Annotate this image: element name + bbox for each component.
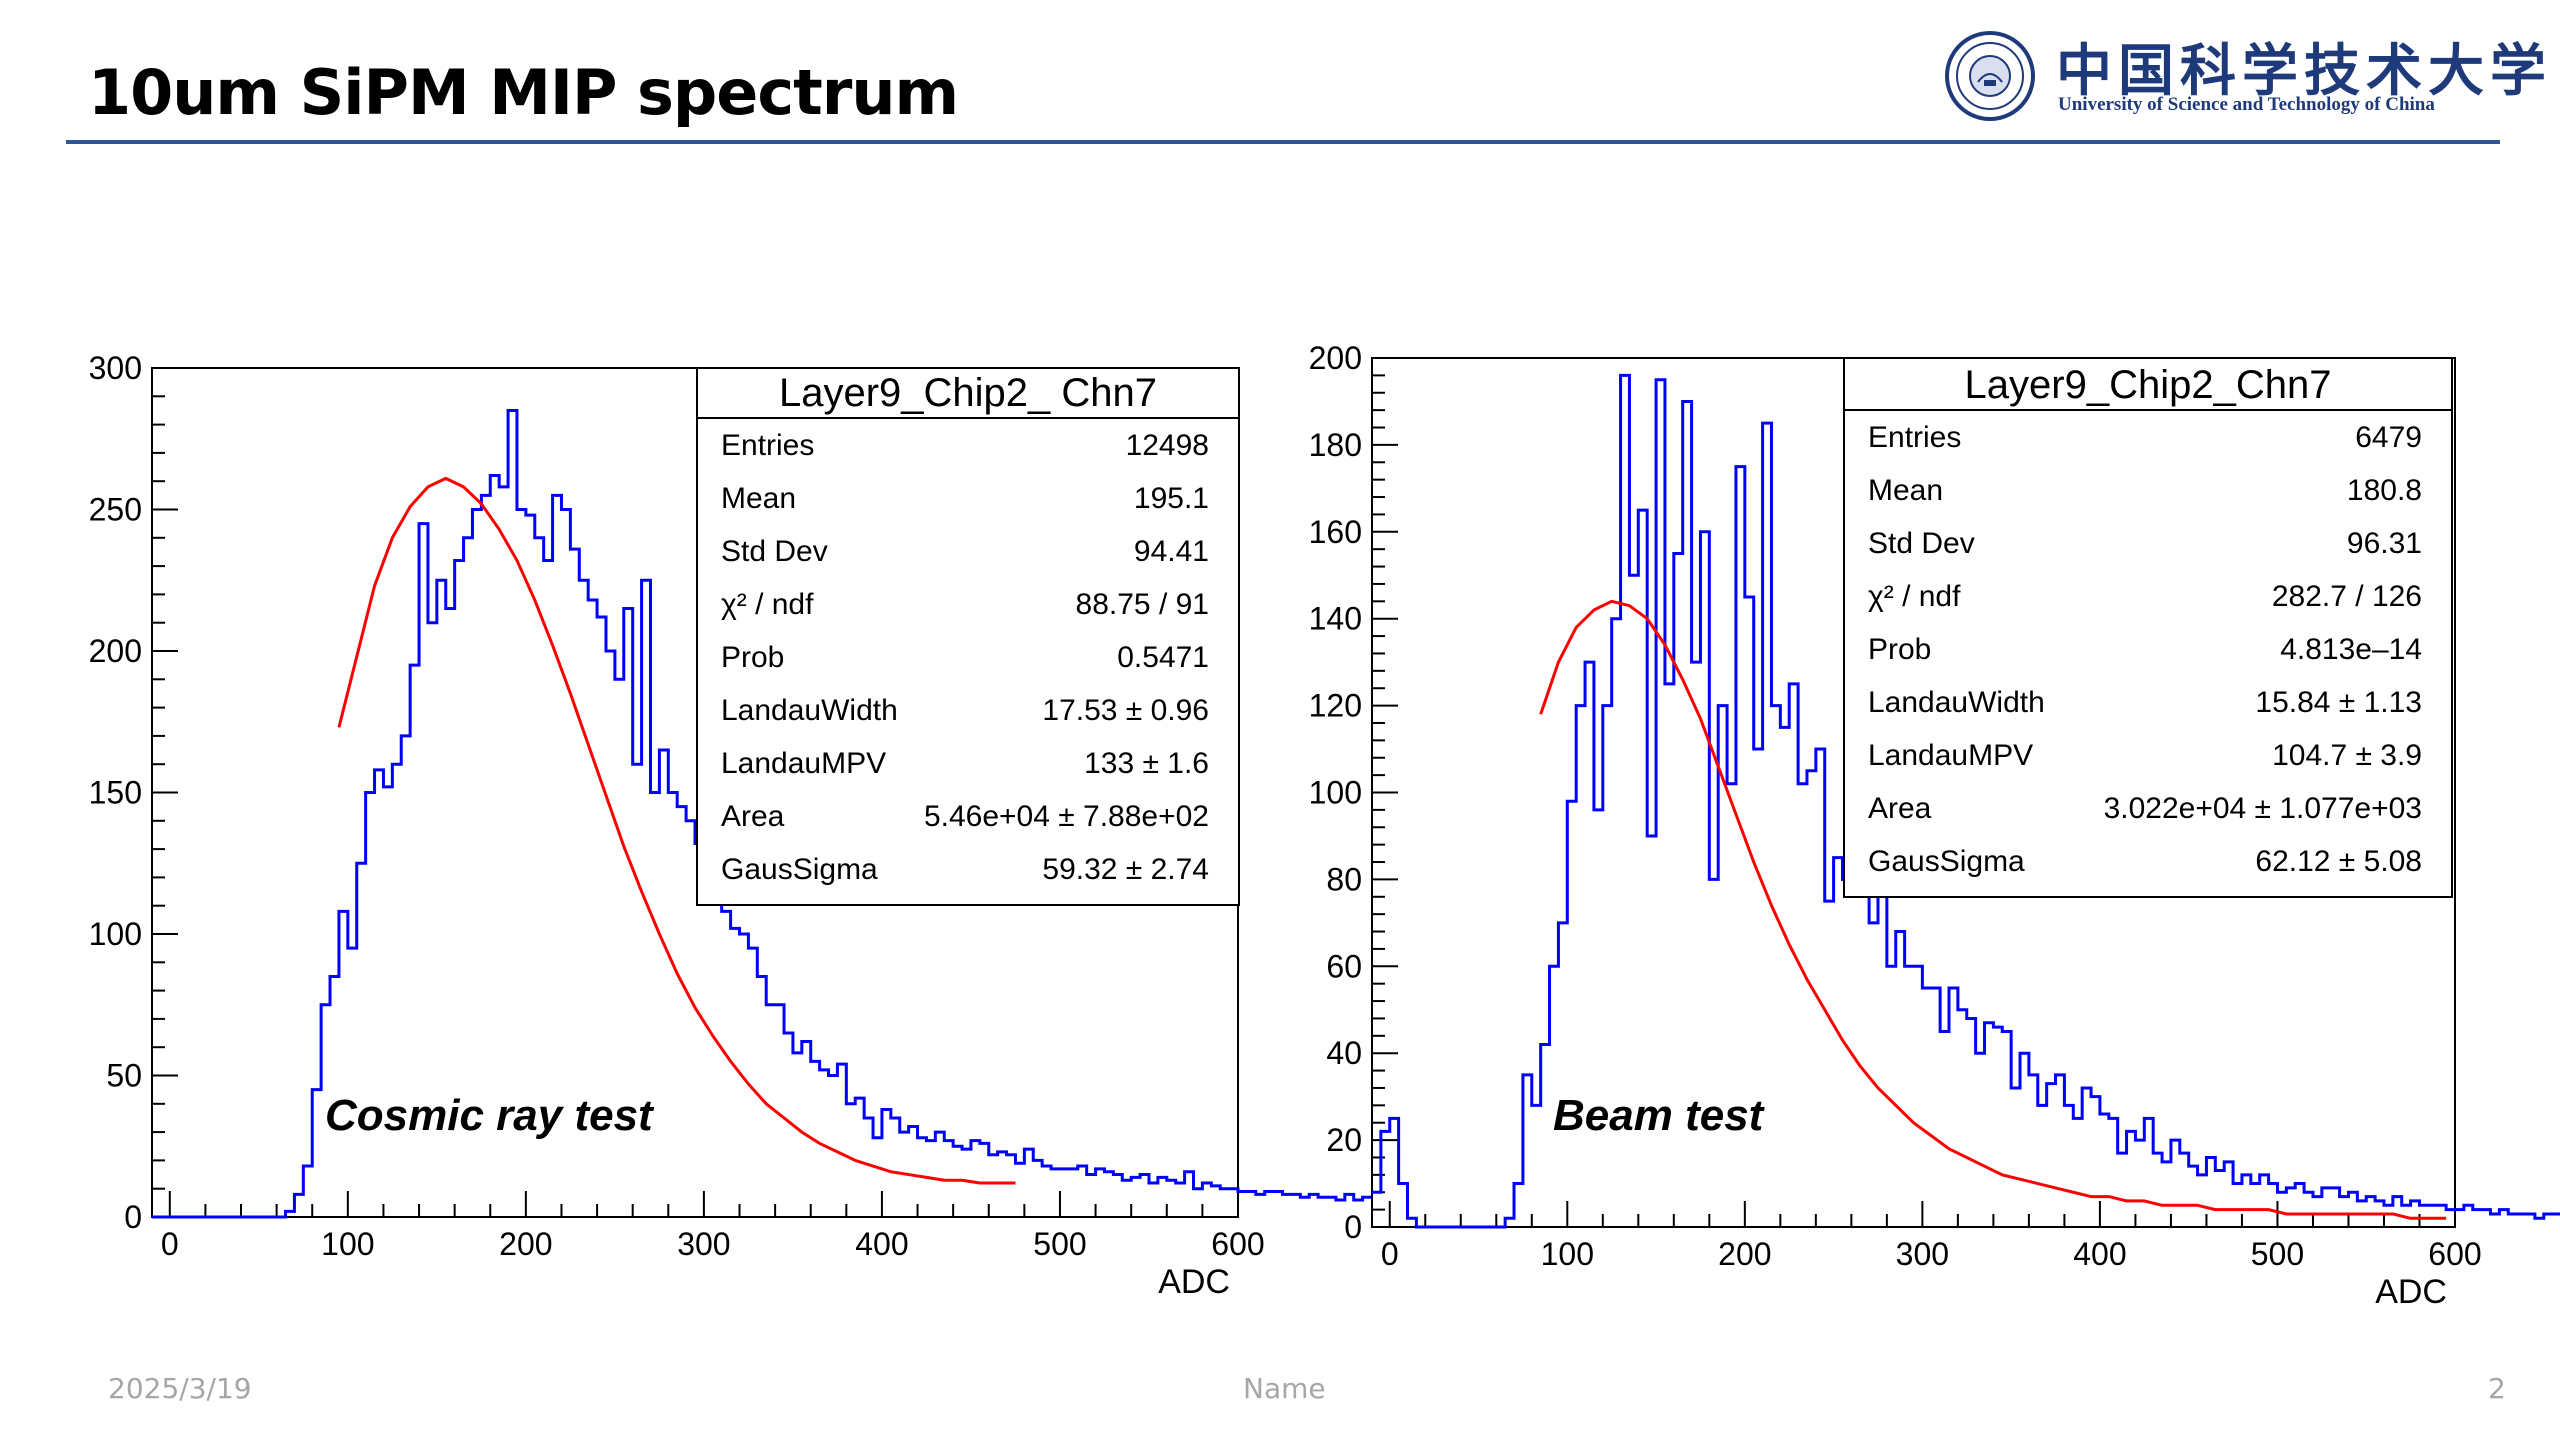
stats-label: LandauWidth [721,694,898,727]
y-tick-label: 60 [1326,948,1362,984]
stats-title: Layer9_Chip2_Chn7 [1965,363,2332,407]
histogram-outline [1372,373,2560,1229]
y-tick-label: 200 [1309,340,1362,376]
x-tick-label: 400 [2073,1236,2126,1272]
x-tick-label: 100 [321,1226,374,1262]
stats-label: χ² / ndf [1868,580,1961,613]
stats-label: Prob [1868,633,1931,666]
x-tick-label: 600 [2428,1236,2481,1272]
stats-value: 15.84 ± 1.13 [2255,686,2422,719]
x-tick-label: 100 [1541,1236,1594,1272]
y-tick-label: 40 [1326,1035,1362,1071]
stats-box [1843,357,2453,898]
stats-label: GausSigma [721,853,878,886]
stats-label: Area [1868,792,1932,825]
x-tick-label: 0 [1381,1236,1399,1272]
chart-annotation: Beam test [1553,1091,1766,1140]
x-tick-label: 500 [2251,1236,2304,1272]
y-tick-label: 50 [106,1058,142,1094]
stats-value: 12498 [1126,429,1209,462]
stats-value: 62.12 ± 5.08 [2255,845,2422,878]
y-tick-label: 100 [1309,775,1362,811]
university-seal-icon [1945,31,2035,121]
stats-value: 94.41 [1134,535,1209,568]
y-tick-label: 250 [89,492,142,528]
x-tick-label: 400 [855,1226,908,1262]
x-tick-label: 500 [1033,1226,1086,1262]
slide-title: 10um SiPM MIP spectrum [88,56,959,129]
stats-value: 5.46e+04 ± 7.88e+02 [924,800,1209,833]
stats-value: 4.813e–14 [2280,633,2422,666]
title-rule [66,140,2500,144]
stats-value: 0.5471 [1117,641,1209,674]
stats-value: 59.32 ± 2.74 [1042,853,1209,886]
x-axis-label: ADC [1158,1263,1230,1301]
stats-label: LandauWidth [1868,686,2045,719]
stats-label: Entries [1868,421,1961,454]
stats-value: 96.31 [2347,527,2422,560]
x-tick-label: 300 [1896,1236,1949,1272]
stats-value: 195.1 [1134,482,1209,515]
y-tick-label: 100 [89,916,142,952]
x-tick-label: 200 [1718,1236,1771,1272]
chart-2: 0 20 40 60 80 100 120 140 160 180 200 0 100 200 300 400… [1309,340,2560,1311]
y-tick-label: 120 [1309,688,1362,724]
stats-label: LandauMPV [721,747,886,780]
stats-label: GausSigma [1868,845,2025,878]
y-tick-label: 20 [1326,1122,1362,1158]
chart-annotation: Cosmic ray test [325,1091,655,1140]
y-tick-label: 160 [1309,514,1362,550]
fit-curve [337,476,1016,1185]
histogram-outline [152,408,1372,1219]
y-tick-label: 0 [124,1199,142,1235]
x-tick-label: 600 [1211,1226,1264,1262]
footer-date: 2025/3/19 [108,1372,252,1405]
y-tick-label: 300 [89,350,142,386]
logo-chinese-name: 中国科学技术大学 [2056,38,2552,104]
stats-value: 88.75 / 91 [1076,588,1209,621]
x-tick-label: 0 [161,1226,179,1262]
stats-value: 133 ± 1.6 [1084,747,1209,780]
stats-value: 6479 [2355,421,2422,454]
stats-label: Mean [1868,474,1943,507]
x-tick-label: 300 [677,1226,730,1262]
stats-label: Mean [721,482,796,515]
stats-label: Prob [721,641,784,674]
stats-title: Layer9_Chip2_ Chn7 [779,371,1157,415]
stats-box [696,367,1240,906]
y-tick-label: 140 [1309,601,1362,637]
stats-value: 17.53 ± 0.96 [1042,694,1209,727]
stats-label: Std Dev [721,535,828,568]
y-tick-label: 180 [1309,427,1362,463]
stats-label: LandauMPV [1868,739,2033,772]
stats-label: Area [721,800,785,833]
y-tick-label: 200 [89,633,142,669]
stats-value: 104.7 ± 3.9 [2272,739,2422,772]
university-logo: 中国科学技术大学 University of Science and Techn… [1944,26,2546,122]
x-axis-label: ADC [2375,1273,2447,1311]
stats-value: 180.8 [2347,474,2422,507]
logo-english-name: University of Science and Technology of … [2058,94,2435,115]
stats-value: 282.7 / 126 [2272,580,2422,613]
y-tick-label: 150 [89,775,142,811]
x-tick-label: 200 [499,1226,552,1262]
stats-label: χ² / ndf [721,588,814,621]
footer-name: Name [1243,1372,1326,1405]
y-tick-label: 0 [1344,1209,1362,1245]
stats-label: Std Dev [1868,527,1975,560]
stats-value: 3.022e+04 ± 1.077e+03 [2104,792,2422,825]
stats-label: Entries [721,429,814,462]
fit-curve [1539,599,2447,1220]
y-tick-label: 80 [1326,861,1362,897]
page-number: 2 [2488,1372,2506,1405]
